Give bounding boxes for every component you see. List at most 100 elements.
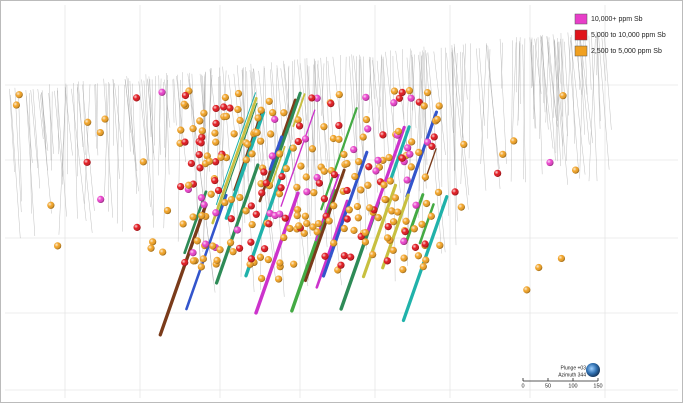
sphere-shade: [196, 117, 204, 125]
ribbon: [211, 97, 258, 225]
drill-trace: [454, 53, 458, 171]
drill-trace: [57, 87, 59, 155]
sphere-shade: [246, 260, 254, 268]
drill-trace: [382, 56, 390, 169]
drill-trace: [427, 52, 446, 253]
drill-trace: [290, 59, 296, 144]
sphere-shade: [412, 201, 420, 209]
drill-trace: [460, 51, 462, 102]
sphere-shade: [254, 114, 262, 122]
drill-trace: [9, 88, 15, 173]
sphere-shade: [303, 188, 311, 196]
drill-trace: [54, 90, 63, 177]
sphere-shade: [297, 162, 305, 170]
sphere-shade: [257, 106, 265, 114]
sphere-shade: [389, 218, 398, 226]
sphere-shade: [423, 88, 432, 97]
sphere-shade: [213, 256, 221, 264]
drill-trace: [219, 75, 225, 189]
drill-trace: [316, 60, 319, 193]
drill-trace: [601, 37, 606, 81]
sphere-shade: [422, 256, 430, 264]
drill-trace: [362, 56, 364, 158]
sphere-shade: [404, 144, 412, 152]
legend-label: 10,000+ ppm Sb: [591, 16, 643, 23]
drill-trace: [177, 74, 183, 148]
drill-trace: [71, 88, 87, 222]
sphere-shade: [428, 142, 436, 150]
sphere-shade: [430, 133, 438, 141]
sphere-shade: [193, 237, 201, 245]
sphere-shade: [198, 127, 206, 135]
drill-trace: [116, 85, 119, 224]
drill-trace: [37, 89, 44, 140]
sphere-shade: [139, 158, 147, 166]
drill-trace: [452, 46, 455, 96]
drill-trace: [596, 32, 598, 76]
sphere-shade: [327, 99, 335, 108]
drill-trace: [534, 38, 542, 94]
drill-trace: [312, 60, 317, 192]
sphere-shade: [309, 223, 317, 231]
scale-bar: 0 50 100 150: [521, 378, 603, 389]
drill-trace: [40, 94, 52, 214]
drill-trace: [270, 62, 279, 156]
sphere-shade: [236, 116, 244, 124]
sphere-shade: [244, 140, 252, 148]
sphere-shade: [235, 244, 244, 252]
drill-trace: [552, 41, 555, 118]
drill-trace: [82, 81, 86, 155]
ribbon: [361, 183, 398, 279]
sphere-shade: [275, 275, 283, 283]
sphere-shade: [247, 202, 255, 210]
plunge-label: Plunge +03: [561, 365, 587, 371]
drill-trace: [220, 70, 227, 189]
sphere-shade: [281, 214, 289, 222]
drill-trace: [411, 50, 417, 129]
sphere-shade: [303, 219, 311, 227]
drill-trace: [570, 37, 586, 175]
sphere-shade: [179, 220, 187, 228]
sphere-shade: [189, 125, 197, 133]
sphere-shade: [335, 121, 343, 130]
drill-trace: [76, 84, 93, 233]
sphere-shade: [340, 150, 348, 159]
ribbon: [158, 204, 207, 337]
drill-trace: [26, 95, 33, 163]
sphere-shade: [181, 138, 189, 146]
sphere-shade: [460, 140, 468, 149]
drill-trace: [264, 67, 271, 228]
drill-trace: [165, 75, 168, 158]
sphere-shade: [415, 98, 423, 106]
sphere-shade: [435, 102, 443, 110]
sphere-shade: [12, 101, 21, 109]
drill-trace: [512, 42, 517, 142]
drill-trace: [597, 32, 601, 122]
sphere-shade: [546, 158, 554, 167]
sphere-shade: [381, 195, 389, 204]
sphere-shade: [411, 243, 420, 251]
drill-trace: [603, 31, 612, 130]
drill-trace: [548, 42, 557, 119]
sphere-shade: [97, 195, 105, 203]
ribbon: [214, 163, 260, 285]
sphere-shade: [308, 145, 316, 153]
ribbon: [185, 193, 228, 311]
sphere-shade: [260, 245, 269, 253]
sphere-shade: [330, 170, 339, 179]
sphere-shade: [364, 125, 372, 133]
sphere-shade: [362, 93, 370, 101]
drill-trace: [297, 59, 310, 181]
drill-trace: [306, 58, 310, 234]
sphere-shade: [212, 138, 220, 146]
drill-trace: [541, 36, 549, 130]
sphere-shade: [294, 116, 302, 124]
sphere-shade: [320, 167, 328, 175]
sphere-shade: [408, 138, 416, 146]
drill-trace: [30, 90, 39, 169]
sphere-shade: [220, 103, 228, 111]
drill-trace: [555, 38, 558, 154]
sphere-shade: [253, 128, 261, 137]
sphere-shade: [268, 152, 276, 160]
